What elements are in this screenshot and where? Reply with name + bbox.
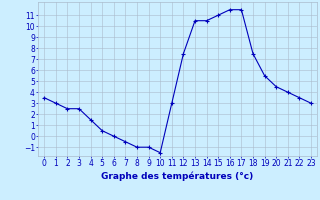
X-axis label: Graphe des températures (°c): Graphe des températures (°c) (101, 171, 254, 181)
